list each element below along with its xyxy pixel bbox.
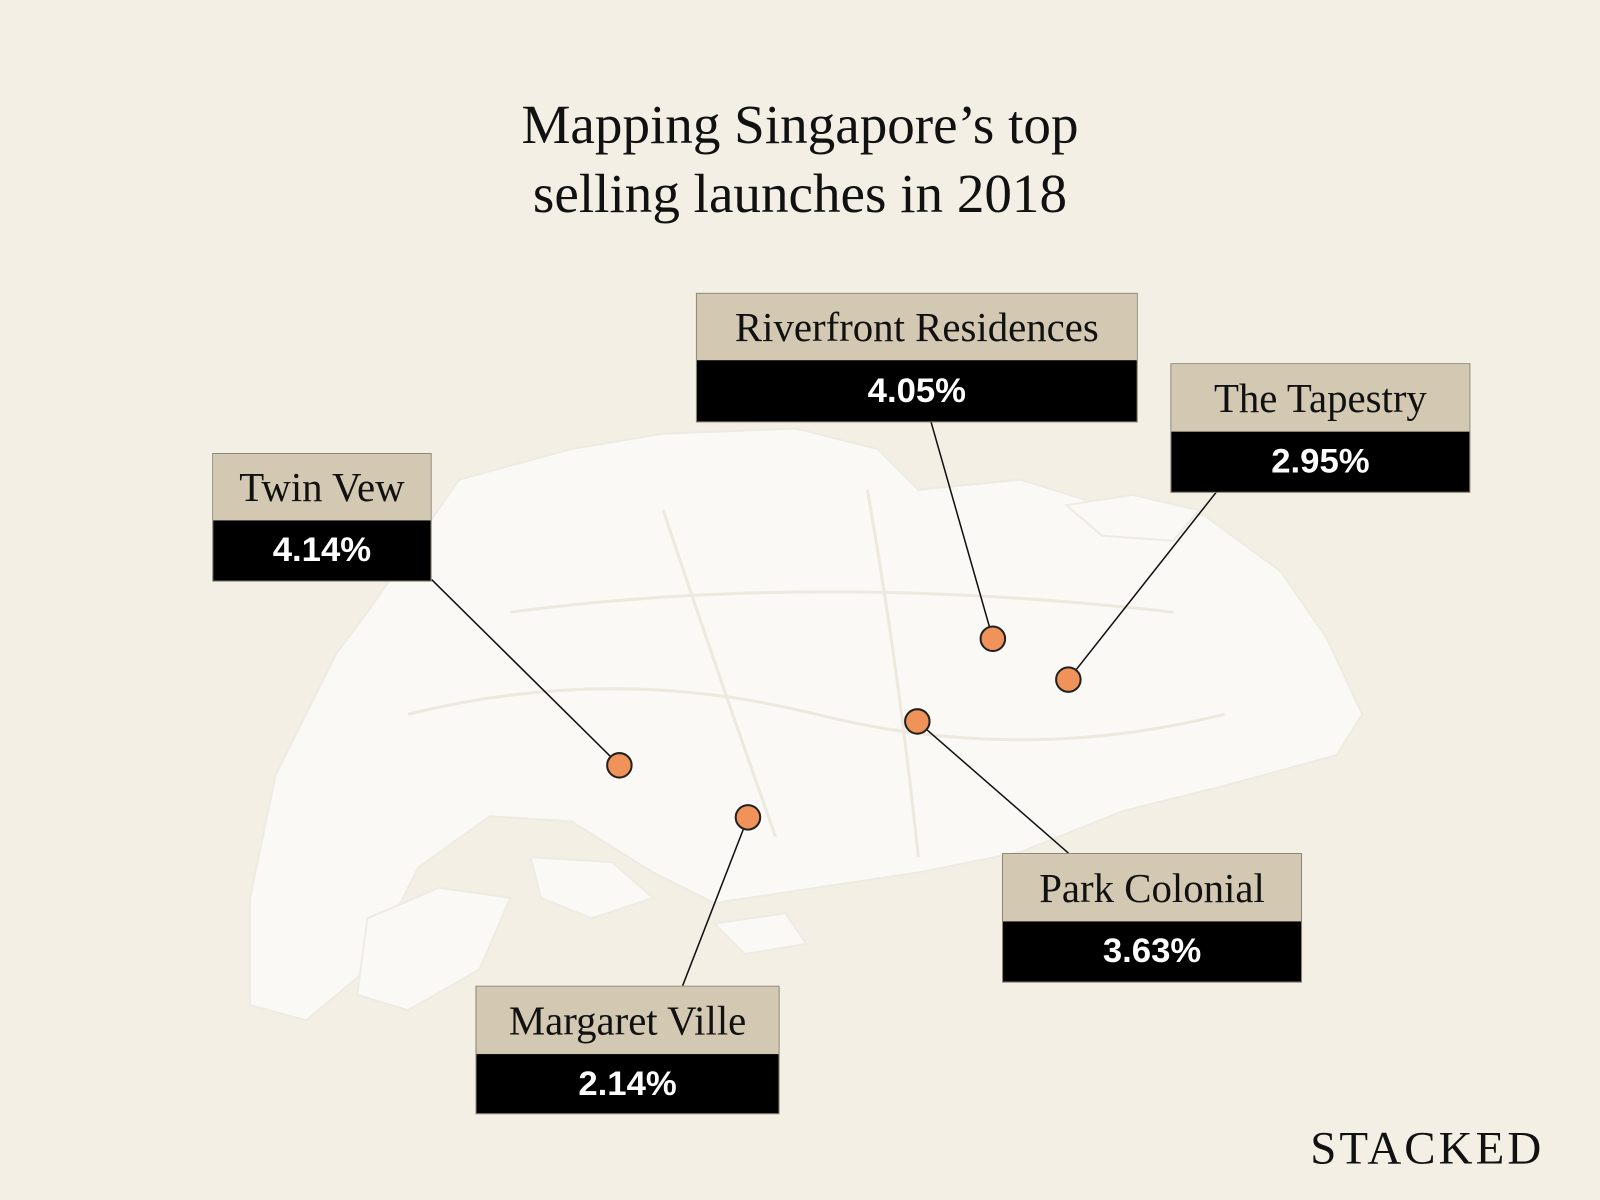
launch-name: The Tapestry bbox=[1171, 364, 1470, 432]
launch-name: Riverfront Residences bbox=[696, 293, 1137, 361]
leader-line-margaret-ville bbox=[681, 817, 749, 986]
marker-twin-vew[interactable] bbox=[606, 752, 633, 779]
label-park-colonial: Park Colonial 3.63% bbox=[1002, 853, 1303, 983]
leader-line-park-colonial bbox=[916, 720, 1069, 854]
leader-lines bbox=[431, 420, 1218, 986]
launch-value: 4.14% bbox=[213, 520, 431, 581]
southern-islands bbox=[529, 856, 656, 920]
label-the-tapestry: The Tapestry 2.95% bbox=[1170, 363, 1471, 493]
title-line-2: selling launches in 2018 bbox=[532, 163, 1068, 225]
leader-line-tapestry bbox=[1067, 490, 1218, 681]
leader-line-twin-vew bbox=[431, 579, 620, 766]
launch-value: 3.63% bbox=[1003, 921, 1302, 982]
marker-tapestry[interactable] bbox=[1055, 666, 1082, 693]
stacked-logo: STACKED bbox=[1310, 1121, 1545, 1174]
marker-margaret-ville[interactable] bbox=[734, 804, 762, 831]
marker-park-colonial[interactable] bbox=[904, 708, 931, 735]
launch-name: Park Colonial bbox=[1003, 854, 1302, 922]
label-twin-vew: Twin Vew 4.14% bbox=[212, 453, 432, 582]
main-island bbox=[248, 427, 1364, 1022]
launch-name: Margaret Ville bbox=[476, 986, 779, 1055]
pulau-ubin bbox=[1063, 493, 1201, 542]
marker-riverfront[interactable] bbox=[979, 625, 1007, 653]
leader-line-riverfront bbox=[929, 420, 994, 639]
sentosa bbox=[712, 912, 808, 956]
label-riverfront-residences: Riverfront Residences 4.05% bbox=[695, 292, 1138, 423]
launch-value: 2.95% bbox=[1171, 431, 1470, 492]
page-title: Mapping Singapore’s top selling launches… bbox=[0, 90, 1600, 229]
launch-name: Twin Vew bbox=[213, 454, 431, 521]
title-line-1: Mapping Singapore’s top bbox=[521, 93, 1079, 156]
jurong-island bbox=[356, 886, 512, 1012]
label-margaret-ville: Margaret Ville 2.14% bbox=[475, 985, 780, 1115]
launch-value: 4.05% bbox=[696, 360, 1137, 422]
launch-value: 2.14% bbox=[476, 1054, 779, 1114]
